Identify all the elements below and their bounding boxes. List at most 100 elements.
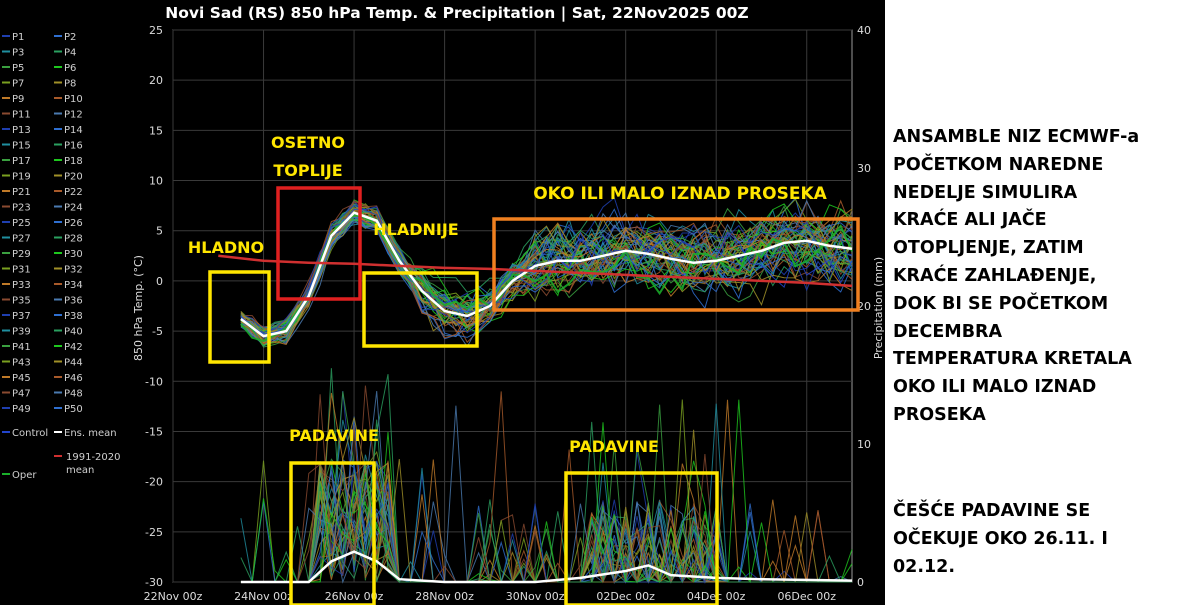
legend-label: P7 xyxy=(12,79,24,90)
climate-mean-line xyxy=(218,254,853,288)
legend-label: P23 xyxy=(12,203,31,214)
legend-label: P36 xyxy=(64,296,83,307)
y-tick-label: -30 xyxy=(145,576,163,589)
annotation-label-osetno: OSETNO xyxy=(271,133,345,152)
y2-axis-label: Precipitation (mm) xyxy=(872,257,885,359)
legend-label: P10 xyxy=(64,94,83,105)
ensemble-member-line xyxy=(240,204,853,334)
y-tick-label: 10 xyxy=(149,175,163,188)
legend-label: P26 xyxy=(64,218,83,229)
legend-label: P33 xyxy=(12,280,31,291)
commentary-main-text: ANSAMBLE NIZ ECMWF-a POČETKOM NAREDNE NE… xyxy=(893,127,1140,425)
y-axis-label: 850 hPa Temp. (°C) xyxy=(132,255,145,361)
y-tick-label: -10 xyxy=(145,375,163,388)
legend-label: P16 xyxy=(64,141,83,152)
annotation-box-padavine1 xyxy=(289,461,376,605)
legend-label: P4 xyxy=(64,48,76,59)
annotation-label-padavine1: PADAVINE xyxy=(289,426,379,445)
legend-label: P24 xyxy=(64,203,83,214)
x-tick-label: 22Nov 00z xyxy=(144,590,203,603)
legend-label: Ens. mean xyxy=(64,428,117,439)
legend-label: P20 xyxy=(64,172,83,183)
legend-label: P27 xyxy=(12,234,31,245)
y2-tick-label: 0 xyxy=(857,576,864,589)
annotation-label-hladno: HLADNO xyxy=(188,238,264,257)
plot-frame xyxy=(172,29,853,583)
legend-label: P46 xyxy=(64,373,83,384)
legend-label: P43 xyxy=(12,358,31,369)
legend-label: P15 xyxy=(12,141,31,152)
annotation-box-hladnije xyxy=(362,271,479,348)
legend-label: P11 xyxy=(12,110,31,121)
legend-label: P1 xyxy=(12,32,24,43)
y-tick-label: 25 xyxy=(149,24,163,37)
legend-label: P5 xyxy=(12,63,24,74)
legend-label: P38 xyxy=(64,311,83,322)
annotation-label-hladnije: HLADNIJE xyxy=(373,220,458,239)
ensemble-member-line xyxy=(240,207,853,345)
legend-label: P44 xyxy=(64,358,83,369)
ens-mean-line-precip xyxy=(240,550,853,584)
x-tick-label: 30Nov 00z xyxy=(506,590,565,603)
legend-label: P32 xyxy=(64,265,83,276)
legend-label: P28 xyxy=(64,234,83,245)
annotation-label-proseka: OKO ILI MALO IZNAD PROSEKA xyxy=(533,184,827,204)
y-tick-label: 0 xyxy=(156,275,163,288)
annotation-box-hladno xyxy=(208,270,271,364)
chart-panel: Novi Sad (RS) 850 hPa Temp. & Precipitat… xyxy=(0,0,885,605)
y-tick-label: -5 xyxy=(152,325,163,338)
annotation-box-osetno xyxy=(276,186,362,301)
commentary-precip-text: ČEŠĆE PADAVINE SE OČEKUJE OKO 26.11. I 0… xyxy=(893,501,1108,577)
legend-label: P8 xyxy=(64,79,76,90)
legend-label: P17 xyxy=(12,156,31,167)
legend-label: P30 xyxy=(64,249,83,260)
legend-label: P12 xyxy=(64,110,83,121)
annotation-label-padavine2: PADAVINE xyxy=(569,437,659,456)
legend-label: P42 xyxy=(64,342,83,353)
legend-label: P48 xyxy=(64,389,83,400)
legend-label: Oper xyxy=(12,470,37,481)
legend-label: P39 xyxy=(12,327,31,338)
legend-label: P13 xyxy=(12,125,31,136)
chart-title: Novi Sad (RS) 850 hPa Temp. & Precipitat… xyxy=(165,4,748,23)
y-tick-label: 20 xyxy=(149,74,163,87)
legend-label: P41 xyxy=(12,342,31,353)
legend-label: Control xyxy=(12,428,48,439)
y-tick-label: -25 xyxy=(145,526,163,539)
y2-tick-label: 40 xyxy=(857,24,871,37)
y2-tick-label: 10 xyxy=(857,438,871,451)
legend-label: P22 xyxy=(64,187,83,198)
y-tick-label: -15 xyxy=(145,425,163,438)
annotation-box-proseka xyxy=(492,217,860,312)
y2-tick-label: 30 xyxy=(857,162,871,175)
legend-label: P34 xyxy=(64,280,83,291)
legend-label: P2 xyxy=(64,32,76,43)
y2-tick-label: 20 xyxy=(857,300,871,313)
legend-label: P3 xyxy=(12,48,24,59)
legend-label: P21 xyxy=(12,187,31,198)
legend-label: P35 xyxy=(12,296,31,307)
legend-label: P45 xyxy=(12,373,31,384)
ensemble-member-line xyxy=(240,216,853,338)
legend-label: P40 xyxy=(64,327,83,338)
ens-mean-line xyxy=(240,211,853,338)
legend-label: P19 xyxy=(12,172,31,183)
chart-svg: Novi Sad (RS) 850 hPa Temp. & Precipitat… xyxy=(2,4,885,605)
legend-label: 1991-2020 xyxy=(66,452,121,463)
legend-label: P9 xyxy=(12,94,24,105)
x-tick-label: 24Nov 00z xyxy=(234,590,293,603)
x-tick-label: 02Dec 00z xyxy=(596,590,655,603)
ensemble-member-line xyxy=(240,216,853,335)
legend-label: P18 xyxy=(64,156,83,167)
legend-label: P50 xyxy=(64,404,83,415)
x-tick-label: 26Nov 00z xyxy=(325,590,384,603)
legend-label: P25 xyxy=(12,218,31,229)
legend-label: mean xyxy=(66,465,94,476)
y-tick-label: -20 xyxy=(145,476,163,489)
legend-label: P37 xyxy=(12,311,31,322)
y-tick-label: 5 xyxy=(156,225,163,238)
legend-label: P47 xyxy=(12,389,31,400)
legend-label: P31 xyxy=(12,265,31,276)
y-tick-label: 15 xyxy=(149,124,163,137)
x-tick-label: 06Dec 00z xyxy=(777,590,836,603)
